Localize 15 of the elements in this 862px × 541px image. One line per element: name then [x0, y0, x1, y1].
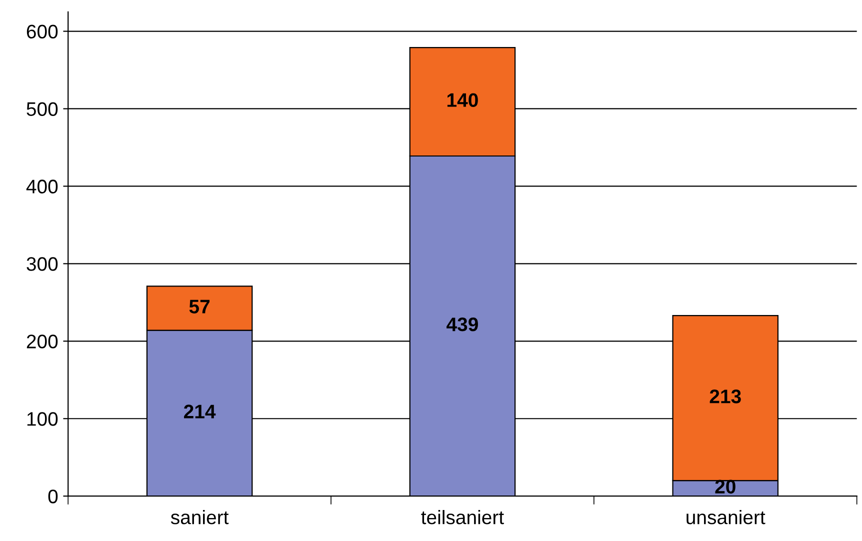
y-tick-label: 0 — [48, 490, 58, 504]
y-tick-label: 100 — [27, 412, 58, 426]
x-tick-label: saniert — [170, 510, 229, 524]
data-label: 57 — [189, 300, 210, 314]
y-tick-label: 600 — [26, 24, 58, 39]
y-tick-label: 300 — [26, 257, 58, 271]
x-tick-label: unsaniert — [686, 510, 766, 524]
y-tick-label: 500 — [26, 102, 58, 116]
data-label: 213 — [710, 390, 741, 404]
y-tick-label: 200 — [26, 334, 58, 348]
data-label: 439 — [446, 318, 478, 332]
y-tick-label: 400 — [26, 180, 58, 194]
data-label: 140 — [447, 93, 478, 107]
data-label: 214 — [184, 404, 216, 418]
x-tick-label: teilsaniert — [421, 510, 504, 524]
